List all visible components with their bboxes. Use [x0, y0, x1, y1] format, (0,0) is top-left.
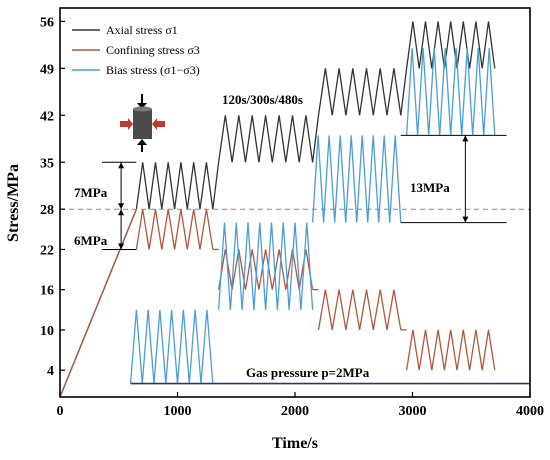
y-tick-label: 22	[40, 243, 54, 258]
series-confining-segment-1	[135, 209, 214, 250]
x-tick-label: 2000	[281, 404, 309, 419]
series-axial-segment-6	[400, 68, 408, 116]
arrow-6-top	[118, 209, 125, 216]
arrow-13-top	[462, 135, 469, 142]
y-tick-label: 49	[40, 62, 54, 77]
arrow-7-bot	[118, 203, 125, 210]
series-confining-segment-3	[217, 249, 314, 290]
specimen-icon	[120, 94, 165, 152]
arrow-7-top	[118, 162, 125, 169]
annotation-hold-times: 120s/300s/480s	[222, 92, 303, 107]
x-tick-label: 0	[57, 404, 64, 419]
annotation-gas-pressure: Gas pressure p=2MPa	[246, 365, 370, 380]
annotation-13mpa: 13MPa	[410, 180, 450, 195]
annotation-lines	[60, 134, 530, 250]
legend-label-axial: Axial stress σ1	[106, 23, 178, 37]
y-tick-label: 10	[40, 324, 54, 339]
annotation-6mpa: 6MPa	[74, 233, 108, 248]
annotation-7mpa: 7MPa	[74, 185, 108, 200]
series-axial-segment-4	[311, 115, 320, 163]
y-tick-label: 16	[40, 284, 54, 299]
x-axis-title: Time/s	[272, 435, 318, 452]
y-tick-label: 42	[40, 109, 54, 124]
series-confining-segment-5	[317, 289, 402, 331]
series-axial-segment-3	[217, 115, 314, 163]
x-tick-label: 3000	[399, 404, 427, 419]
series-bias-segment-1	[217, 222, 314, 310]
arrow-6-bot	[118, 243, 125, 250]
series-bias-segment-2	[311, 135, 402, 223]
series-axial-segment-7	[405, 21, 496, 69]
series-confining-segment-0	[59, 208, 138, 398]
x-tick-label: 4000	[516, 404, 544, 419]
legend: Axial stress σ1 Confining stress σ3 Bias…	[72, 23, 200, 77]
arrow-13-bot	[462, 216, 469, 223]
series-layer	[59, 21, 530, 398]
y-axis-title: Stress/MPa	[5, 164, 22, 242]
series-axial-segment-2	[212, 162, 220, 210]
y-tick-label: 35	[40, 156, 54, 171]
axis-layer: 0 1000 2000 3000 4000 4 10 16 22 28 35 42 49 56	[40, 15, 544, 419]
series-bias-segment-0	[129, 309, 214, 384]
series-axial-segment-5	[317, 68, 402, 116]
legend-label-bias: Bias stress (σ1−σ3)	[106, 63, 200, 77]
x-tick-label: 1000	[164, 404, 192, 419]
series-axial-segment-1	[135, 162, 214, 210]
y-tick-label: 56	[40, 15, 54, 30]
legend-label-confining: Confining stress σ3	[106, 43, 200, 57]
y-tick-label: 4	[47, 364, 54, 379]
series-confining-segment-7	[405, 329, 496, 371]
y-tick-label: 28	[40, 203, 54, 218]
